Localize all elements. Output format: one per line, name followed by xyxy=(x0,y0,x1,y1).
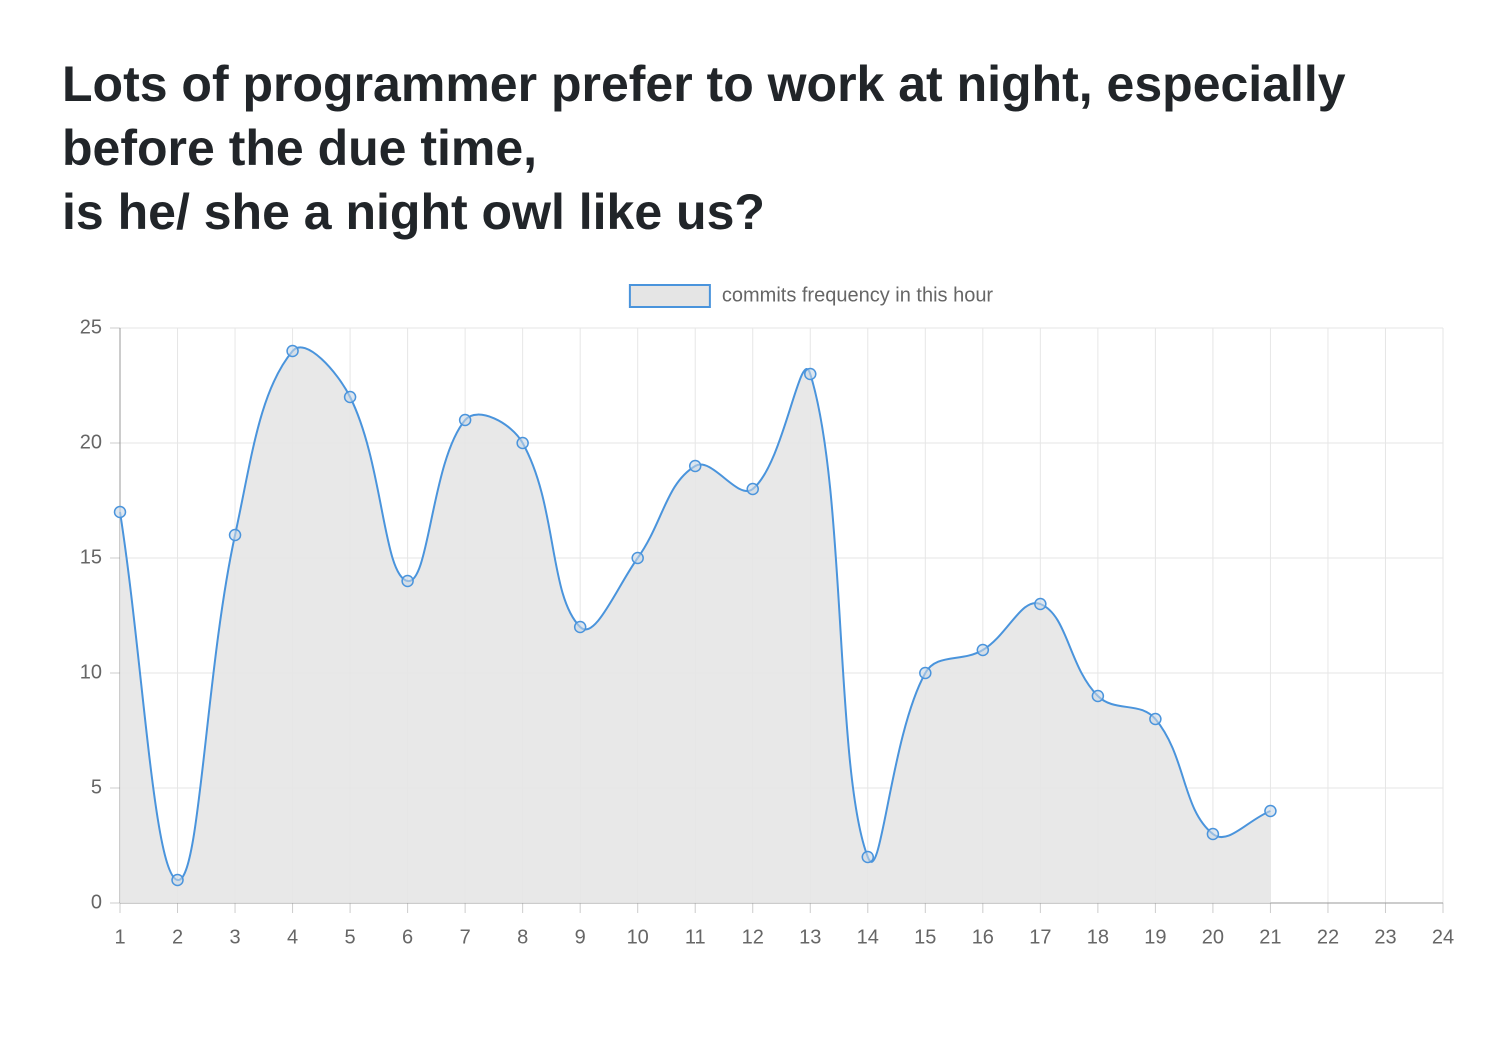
x-tick-label: 6 xyxy=(402,926,413,948)
point xyxy=(804,367,817,381)
point xyxy=(631,551,644,565)
x-tick-label: 10 xyxy=(627,926,649,948)
x-tick-label: 21 xyxy=(1259,926,1281,948)
point xyxy=(1264,804,1277,818)
x-tick-label: 22 xyxy=(1317,926,1339,948)
area xyxy=(120,347,1271,903)
point xyxy=(573,620,587,634)
y-tick-label: 10 xyxy=(80,661,102,683)
x-tick-label: 1 xyxy=(114,926,125,948)
y-tick-label: 20 xyxy=(80,431,102,453)
point xyxy=(746,482,759,496)
point xyxy=(113,505,127,519)
x-tick-label: 17 xyxy=(1029,926,1051,948)
x-tick-label: 2 xyxy=(172,926,183,948)
point xyxy=(976,643,990,657)
x-tick-label: 8 xyxy=(517,926,528,948)
x-tick-label: 20 xyxy=(1202,926,1224,948)
point xyxy=(171,873,184,887)
x-tick-label: 19 xyxy=(1144,926,1166,948)
x-tick-label: 7 xyxy=(460,926,471,948)
x-tick-label: 24 xyxy=(1432,926,1454,948)
x-tick-label: 12 xyxy=(742,926,764,948)
x-tick-label: 11 xyxy=(685,926,706,948)
point xyxy=(458,413,472,427)
x-tick-label: 3 xyxy=(229,926,240,948)
x-tick-label: 14 xyxy=(857,926,879,948)
x-tick-label: 5 xyxy=(345,926,356,948)
chart-title: Lots of programmer prefer to work at nig… xyxy=(62,52,1422,244)
y-tick-label: 5 xyxy=(91,776,102,798)
point xyxy=(919,666,932,680)
legend-label: commits frequency in this hour xyxy=(722,284,994,306)
title-line: Lots of programmer prefer to work at nig… xyxy=(62,56,1346,176)
point xyxy=(343,390,357,404)
x-tick-label: 13 xyxy=(799,926,821,948)
x-tick-label: 18 xyxy=(1087,926,1109,948)
point xyxy=(516,436,529,450)
y-tick-label: 25 xyxy=(80,316,102,338)
x-tick-label: 23 xyxy=(1374,926,1396,948)
point xyxy=(401,574,414,588)
point xyxy=(1091,689,1105,703)
title-line: is he/ she a night owl like us? xyxy=(62,184,765,240)
y-tick-label: 0 xyxy=(91,891,102,913)
x-tick-label: 16 xyxy=(972,926,994,948)
x-tick-label: 15 xyxy=(914,926,936,948)
point xyxy=(688,459,702,473)
point xyxy=(228,528,242,542)
point xyxy=(861,850,875,864)
point xyxy=(1206,827,1220,841)
x-tick-label: 9 xyxy=(575,926,586,948)
point xyxy=(1034,597,1047,611)
y-tick-label: 15 xyxy=(80,546,102,568)
legend-swatch xyxy=(628,284,711,308)
point xyxy=(286,344,299,358)
point xyxy=(1149,712,1162,726)
x-tick-label: 4 xyxy=(287,926,298,948)
